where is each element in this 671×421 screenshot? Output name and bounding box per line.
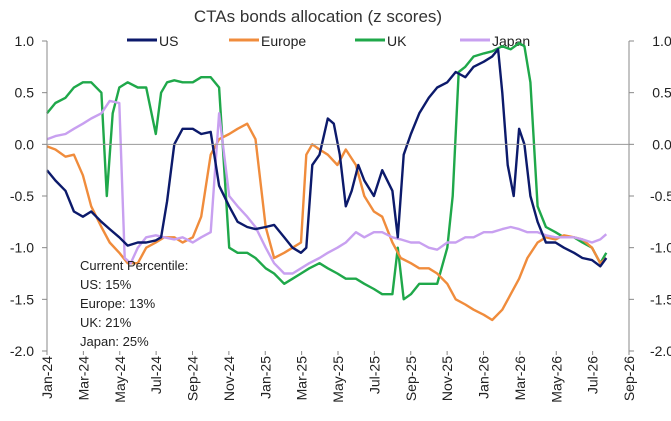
x-tick-label: Sep-25 bbox=[403, 356, 419, 401]
series-line-japan bbox=[46, 99, 608, 275]
legend: US Europe UK Japan bbox=[127, 33, 530, 49]
x-tick-label: Jul-24 bbox=[148, 356, 164, 394]
y-tick-label-right: -0.5 bbox=[650, 188, 671, 204]
y-axis-right: 1.0 0.5 0.0 -0.5 -1.0 -1.5 -2.0 bbox=[629, 33, 671, 359]
legend-label-uk: UK bbox=[387, 33, 407, 49]
x-tick-label: Mar-26 bbox=[512, 356, 528, 401]
legend-label-us: US bbox=[159, 33, 178, 49]
y-tick-label-right: 0.5 bbox=[652, 85, 671, 101]
series-line-uk bbox=[46, 41, 608, 301]
y-tick-label-left: 0.5 bbox=[15, 85, 35, 101]
legend-label-europe: Europe bbox=[261, 33, 306, 49]
x-tick-label: Nov-24 bbox=[221, 356, 237, 401]
series-line-europe bbox=[46, 122, 608, 322]
annotation-line: UK: 21% bbox=[80, 315, 132, 330]
y-tick-label-left: -0.5 bbox=[10, 188, 34, 204]
y-tick-label-right: -1.0 bbox=[650, 240, 671, 256]
y-tick-label-left: -2.0 bbox=[10, 343, 34, 359]
annotation-line: Current Percentile: bbox=[80, 258, 188, 273]
x-tick-label: Jan-24 bbox=[39, 356, 55, 399]
x-tick-label: Jul-26 bbox=[585, 356, 601, 394]
y-tick-label-left: -1.5 bbox=[10, 291, 34, 307]
x-tick-label: Jul-25 bbox=[366, 356, 382, 394]
series-group bbox=[46, 41, 608, 322]
annotation-line: Japan: 25% bbox=[80, 334, 149, 349]
x-axis: Jan-24 Mar-24 May-24 Jul-24 Sep-24 Nov-24 Jan-… bbox=[39, 351, 637, 403]
x-tick-label: May-25 bbox=[330, 356, 346, 403]
y-tick-label-right: 0.0 bbox=[652, 136, 671, 152]
y-axis-left: 1.0 0.5 0.0 -0.5 -1.0 -1.5 -2.0 bbox=[10, 33, 47, 359]
chart-title: CTAs bonds allocation (z scores) bbox=[194, 7, 442, 26]
x-tick-label: Mar-25 bbox=[294, 356, 310, 401]
series-line-us bbox=[46, 48, 608, 268]
y-tick-label-left: -1.0 bbox=[10, 240, 34, 256]
y-tick-label-left: 1.0 bbox=[15, 33, 35, 49]
percentile-annotation: Current Percentile: US: 15% Europe: 13% UK:… bbox=[80, 258, 188, 349]
y-tick-label-right: 1.0 bbox=[652, 33, 671, 49]
annotation-line: Europe: 13% bbox=[80, 296, 156, 311]
x-tick-label: Jan-25 bbox=[257, 356, 273, 399]
x-tick-label: Jan-26 bbox=[476, 356, 492, 399]
x-tick-label: Nov-25 bbox=[439, 356, 455, 401]
x-tick-label: Mar-24 bbox=[75, 356, 91, 401]
x-tick-label: Sep-26 bbox=[621, 356, 637, 401]
x-tick-label: May-24 bbox=[112, 356, 128, 403]
x-tick-label: May-26 bbox=[548, 356, 564, 403]
y-tick-label-right: -1.5 bbox=[650, 291, 671, 307]
annotation-line: US: 15% bbox=[80, 277, 132, 292]
y-tick-label-left: 0.0 bbox=[15, 136, 35, 152]
y-tick-label-right: -2.0 bbox=[650, 343, 671, 359]
x-tick-label: Sep-24 bbox=[185, 356, 201, 401]
